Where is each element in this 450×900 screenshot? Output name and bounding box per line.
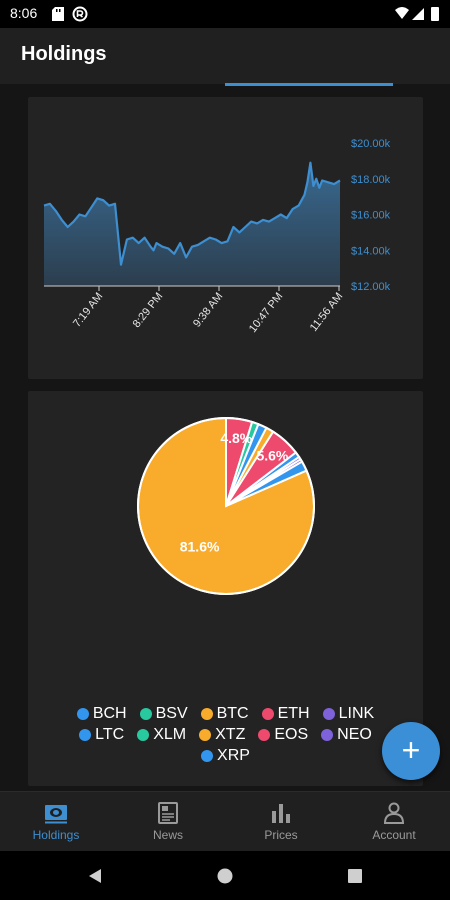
x-tick-label: 8:29 PM	[131, 290, 166, 330]
y-tick-label: $18.00k	[351, 174, 391, 186]
sd-card-icon	[52, 7, 64, 21]
legend-label: LTC	[95, 725, 125, 743]
price-line-chart[interactable]: $20.00k $18.00k $16.00k $14.00k $12.00k 7:19…	[28, 97, 423, 379]
status-icons	[395, 7, 439, 21]
x-tick-label: 11:56 AM	[308, 290, 346, 333]
main-content[interactable]: $20.00k $18.00k $16.00k $14.00k $12.00k 7:19…	[0, 86, 450, 791]
legend-item-ltc: LTC	[79, 726, 124, 744]
legend-row: LTC XLM XTZ EOS NEO	[28, 724, 423, 745]
legend-item-link: LINK	[322, 704, 375, 723]
news-icon	[158, 802, 178, 824]
legend-dot	[76, 707, 89, 720]
price-line	[43, 161, 341, 266]
x-tick-label: 9:38 AM	[191, 290, 225, 329]
x-tick-label: 10:47 PM	[247, 290, 285, 334]
legend-item-btc: BTC	[200, 704, 249, 723]
y-tick-label: $14.00k	[351, 245, 391, 257]
legend-item-xlm: XLM	[137, 726, 186, 744]
legend-label: NEO	[337, 725, 372, 743]
nav-item-account[interactable]: Account	[338, 792, 450, 852]
page-title: Holdings	[21, 43, 107, 65]
y-tick-label: $20.00k	[351, 138, 391, 150]
legend-dot	[200, 707, 213, 720]
prices-icon	[272, 804, 290, 823]
y-tick-label: $12.00k	[351, 281, 391, 293]
signal-icon	[412, 8, 424, 20]
holdings-icon	[45, 805, 67, 824]
bottom-nav: Holdings News Prices Account	[0, 791, 450, 851]
legend-item-xtz: XTZ	[199, 726, 245, 744]
pie-label-eos: 4.8%	[220, 430, 252, 446]
data-saver-icon	[72, 6, 88, 22]
x-tick-label: 7:19 AM	[71, 290, 105, 329]
legend-label: ETH	[277, 704, 310, 722]
legend-row: BCH BSV BTC ETH LINK	[28, 703, 423, 724]
tab-indicator	[225, 83, 393, 86]
legend-label: LINK	[338, 704, 375, 722]
price-chart-card[interactable]: $20.00k $18.00k $16.00k $14.00k $12.00k 7:19…	[28, 97, 423, 379]
wifi-icon	[395, 7, 409, 19]
legend-dot	[79, 728, 92, 741]
pie-label-eth: 5.6%	[256, 447, 288, 463]
status-bar: 8:06	[0, 0, 450, 28]
battery-icon	[431, 7, 439, 21]
legend-item-neo: NEO	[321, 726, 372, 744]
nav-item-holdings[interactable]: Holdings	[0, 792, 112, 852]
legend-dot	[322, 707, 335, 720]
legend-label: BCH	[92, 704, 127, 722]
legend-dot	[139, 707, 152, 720]
nav-item-news[interactable]: News	[112, 792, 224, 852]
legend-item-eos: EOS	[258, 726, 308, 744]
legend-dot	[261, 707, 274, 720]
legend-item-bsv: BSV	[139, 704, 188, 723]
legend-label: XTZ	[215, 725, 246, 743]
pie-label-btc: 81.6%	[180, 539, 220, 555]
allocation-card[interactable]: 81.6% 4.8% 5.6% BCH BSV BTC ETH LINK LTC XLM XTZ E…	[28, 391, 423, 786]
nav-label-news: News	[152, 828, 183, 842]
recents-icon[interactable]	[347, 868, 363, 884]
allocation-pie-chart[interactable]: 81.6% 4.8%5.6%	[28, 391, 423, 691]
legend-dot	[321, 728, 334, 741]
pie-outline	[137, 417, 315, 595]
legend-label: BSV	[155, 704, 188, 722]
legend-label: XLM	[153, 725, 187, 743]
legend-label: BTC	[216, 704, 249, 722]
account-icon	[383, 802, 405, 824]
back-icon[interactable]	[87, 868, 103, 884]
legend-item-eth: ETH	[261, 704, 310, 723]
legend-dot	[201, 749, 214, 762]
legend-item-bch: BCH	[76, 704, 127, 723]
status-time: 8:06	[10, 5, 38, 21]
legend-label: EOS	[274, 725, 309, 743]
legend-item-xrp: XRP	[201, 747, 250, 765]
price-area-fill	[44, 162, 340, 286]
app-bar: Holdings	[0, 28, 450, 84]
nav-label-holdings: Holdings	[32, 828, 80, 842]
system-nav-bar	[0, 851, 450, 900]
legend-dot	[137, 728, 150, 741]
pie-legend: BCH BSV BTC ETH LINK LTC XLM XTZ EOS NEO XRP	[28, 703, 423, 766]
home-icon[interactable]	[217, 868, 233, 884]
add-holding-button[interactable]: +	[382, 722, 440, 780]
plus-icon: +	[401, 732, 421, 768]
nav-label-prices: Prices	[264, 828, 298, 842]
legend-row: XRP	[28, 745, 423, 766]
legend-label: XRP	[217, 746, 250, 764]
legend-dot	[199, 728, 212, 741]
y-tick-label: $16.00k	[351, 210, 391, 222]
nav-label-account: Account	[372, 828, 416, 842]
legend-dot	[258, 728, 271, 741]
nav-item-prices[interactable]: Prices	[225, 792, 337, 852]
